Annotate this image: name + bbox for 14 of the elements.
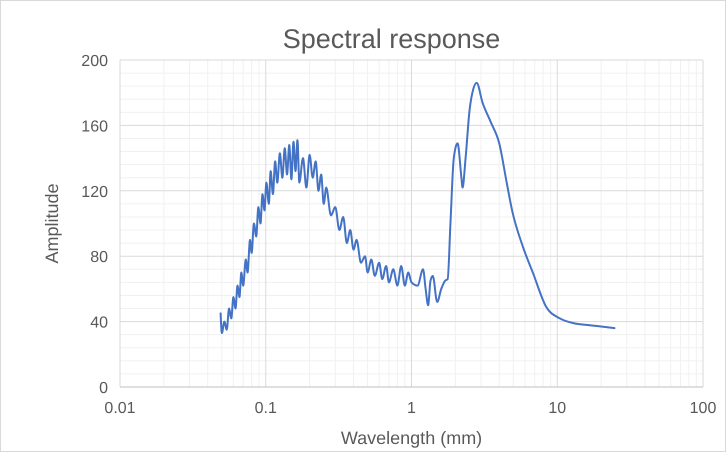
y-tick-label: 80	[90, 249, 108, 266]
x-tick-label: 10	[548, 400, 566, 417]
x-tick-label: 1	[407, 400, 416, 417]
x-tick-label: 0.1	[254, 400, 277, 417]
y-axis-title: Amplitude	[42, 183, 62, 264]
y-tick-label: 160	[81, 118, 108, 136]
chart-title: Spectral response	[282, 24, 500, 54]
x-tick-label: 0.01	[104, 400, 136, 417]
y-tick-label: 120	[81, 184, 108, 201]
y-tick-label: 40	[90, 314, 108, 332]
y-tick-label: 0	[99, 380, 108, 397]
y-tick-label: 200	[81, 53, 108, 70]
x-tick-label: 100	[690, 400, 716, 417]
x-axis-title: Wavelength (mm)	[340, 428, 482, 448]
